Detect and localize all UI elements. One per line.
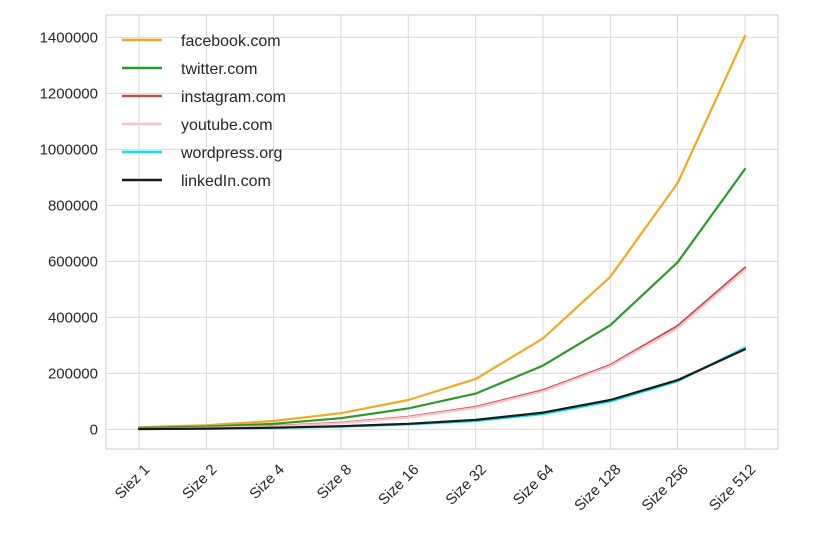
- y-tick-label: 800000: [48, 197, 98, 214]
- series-line-facebook-com: [137, 34, 747, 429]
- y-tick-label: 1000000: [40, 141, 98, 158]
- series-line-twitter-com: [137, 167, 747, 430]
- x-tick-label: Size 4: [246, 461, 288, 503]
- y-axis: 0 200000 400000 600000 800000 1000000 1200000 1…: [40, 29, 98, 438]
- y-tick-label: 0: [90, 421, 98, 438]
- y-tick-label: 400000: [48, 309, 98, 326]
- y-tick-label: 200000: [48, 365, 98, 382]
- grid: [106, 15, 778, 449]
- x-tick-label: Size 64: [510, 461, 557, 508]
- legend-label: linkedIn.com: [181, 173, 271, 190]
- x-tick-label: Siez 1: [112, 461, 154, 503]
- series-line-linkedin-com: [137, 348, 747, 431]
- x-tick-label: Size 256: [639, 461, 692, 514]
- series-lines: [137, 34, 747, 431]
- x-tick-label: Size 128: [571, 461, 624, 514]
- legend-label: facebook.com: [181, 33, 281, 50]
- y-tick-label: 1400000: [40, 29, 98, 46]
- x-tick-label: Size 512: [706, 461, 759, 514]
- x-tick-label: Size 32: [442, 461, 489, 508]
- x-tick-label: Size 16: [375, 461, 422, 508]
- x-tick-label: Size 2: [179, 461, 221, 503]
- legend-label: instagram.com: [181, 89, 286, 106]
- x-axis: Siez 1 Size 2 Size 4 Size 8 Size 16 Size 32 Si…: [112, 461, 760, 514]
- plot-area: [105, 14, 779, 450]
- x-tick-label: Size 8: [314, 461, 356, 503]
- y-tick-label: 1200000: [40, 85, 98, 102]
- legend: facebook.com twitter.com instagram.com yout…: [122, 33, 286, 190]
- legend-label: twitter.com: [181, 61, 257, 78]
- y-tick-label: 600000: [48, 253, 98, 270]
- legend-label: youtube.com: [181, 117, 273, 134]
- legend-label: wordpress.org: [180, 145, 282, 162]
